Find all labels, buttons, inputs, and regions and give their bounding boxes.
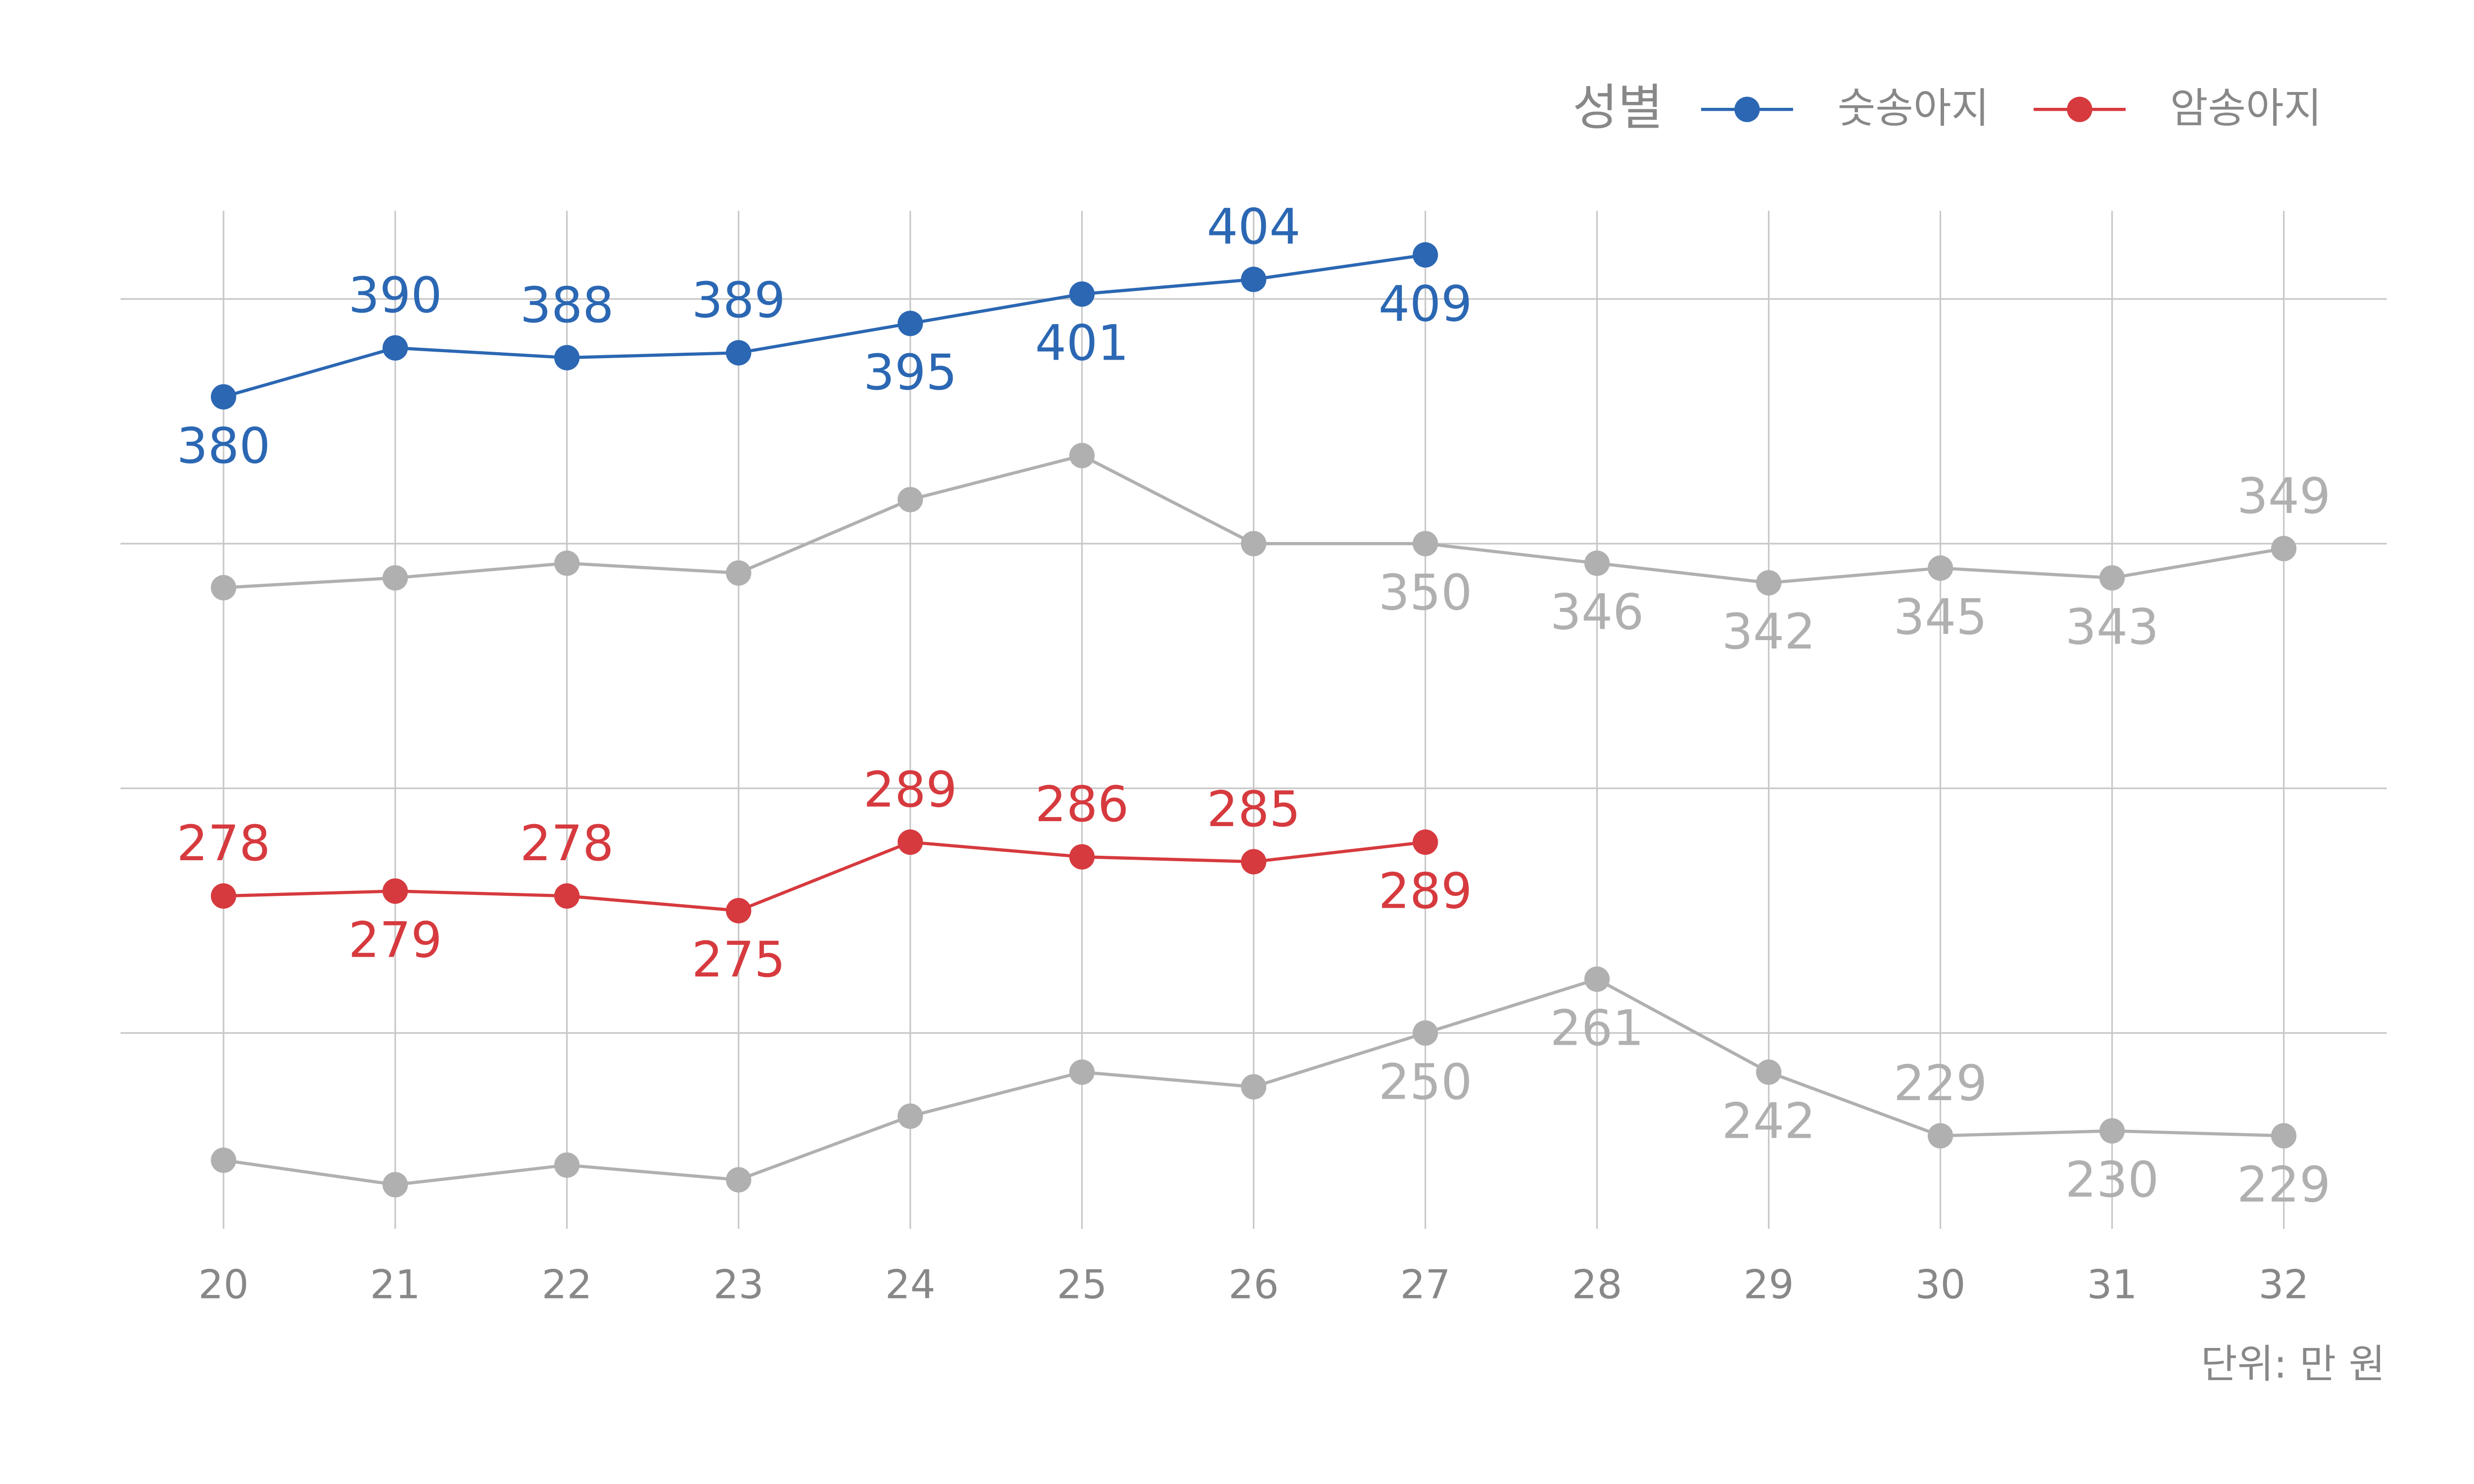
data-point xyxy=(554,883,580,909)
data-label: 279 xyxy=(348,912,442,969)
x-tick-label: 26 xyxy=(1229,1262,1279,1308)
x-tick-label: 28 xyxy=(1572,1262,1622,1308)
x-tick-label: 21 xyxy=(370,1262,421,1308)
data-point xyxy=(1241,267,1267,292)
data-point xyxy=(2271,1123,2297,1149)
data-point xyxy=(1069,1059,1095,1085)
data-label: 409 xyxy=(1379,276,1473,332)
data-point xyxy=(554,1152,580,1178)
data-label: 342 xyxy=(1722,603,1816,660)
data-label: 242 xyxy=(1722,1093,1816,1150)
data-label: 289 xyxy=(863,761,957,818)
data-point xyxy=(1241,849,1267,875)
data-point xyxy=(554,345,580,371)
data-point xyxy=(1756,570,1782,596)
data-point xyxy=(726,1167,752,1193)
legend-title: 성별 xyxy=(1572,80,1663,137)
data-label: 343 xyxy=(2065,599,2159,655)
data-point xyxy=(898,1103,923,1129)
data-point xyxy=(211,883,237,909)
data-point xyxy=(1069,844,1095,870)
caption: 단위: 만 원 xyxy=(2201,1341,2385,1387)
data-label: 229 xyxy=(2237,1157,2331,1213)
x-tick-label: 32 xyxy=(2259,1262,2309,1308)
data-point xyxy=(2099,1118,2125,1144)
data-label: 388 xyxy=(520,277,614,334)
data-point xyxy=(726,340,752,366)
data-point xyxy=(1069,281,1095,307)
x-tick-label: 25 xyxy=(1057,1262,1107,1308)
data-point xyxy=(898,487,923,512)
data-point xyxy=(898,311,923,336)
data-point xyxy=(1927,1123,1953,1149)
data-label: 390 xyxy=(348,267,442,324)
data-label: 401 xyxy=(1035,315,1129,372)
data-label: 278 xyxy=(520,815,614,872)
x-tick-label: 29 xyxy=(1744,1262,1794,1308)
data-label: 389 xyxy=(692,272,786,329)
x-tick-label: 30 xyxy=(1915,1262,1966,1308)
data-point xyxy=(382,1172,408,1198)
legend-label: 숫송아지 xyxy=(1838,84,1990,132)
data-point xyxy=(2099,565,2125,591)
data-point xyxy=(1412,1020,1438,1046)
data-point xyxy=(726,898,752,924)
data-label: 285 xyxy=(1207,781,1301,838)
data-point xyxy=(1412,531,1438,556)
data-label: 278 xyxy=(177,815,271,872)
data-label: 230 xyxy=(2065,1152,2159,1208)
data-label: 395 xyxy=(863,344,957,401)
data-point xyxy=(1412,242,1438,268)
data-label: 289 xyxy=(1379,863,1473,920)
data-point xyxy=(382,878,408,904)
data-point xyxy=(211,384,237,410)
data-point xyxy=(1241,531,1267,556)
data-point xyxy=(1241,1074,1267,1100)
data-point xyxy=(1069,443,1095,468)
data-label: 229 xyxy=(1894,1055,1988,1112)
data-point xyxy=(382,335,408,361)
x-tick-label: 27 xyxy=(1400,1262,1451,1308)
x-tick-label: 23 xyxy=(714,1262,764,1308)
data-point xyxy=(1584,966,1610,992)
data-label: 345 xyxy=(1894,589,1988,646)
data-label: 380 xyxy=(177,417,271,474)
x-tick-label: 22 xyxy=(542,1262,592,1308)
x-tick-label: 24 xyxy=(885,1262,936,1308)
data-point xyxy=(2271,536,2297,561)
legend-swatch-marker xyxy=(2067,96,2093,122)
legend-label: 암송아지 xyxy=(2170,84,2322,132)
data-point xyxy=(898,829,923,855)
data-point xyxy=(211,1147,237,1173)
data-point xyxy=(211,575,237,601)
series-line xyxy=(223,840,1426,913)
data-label: 286 xyxy=(1035,776,1129,833)
x-tick-label: 20 xyxy=(198,1262,249,1308)
data-point xyxy=(554,550,580,576)
data-point xyxy=(1756,1059,1782,1085)
data-label: 275 xyxy=(692,931,786,988)
data-point xyxy=(1927,555,1953,581)
x-tick-label: 31 xyxy=(2087,1262,2138,1308)
data-point xyxy=(726,560,752,586)
data-point xyxy=(382,565,408,591)
data-point xyxy=(1412,829,1438,855)
legend-swatch-marker xyxy=(1734,96,1760,122)
series-line xyxy=(223,253,1426,399)
data-label: 404 xyxy=(1207,199,1301,256)
data-label: 346 xyxy=(1550,584,1644,641)
data-point xyxy=(1584,550,1610,576)
data-label: 261 xyxy=(1550,1000,1644,1057)
data-label: 350 xyxy=(1379,564,1473,621)
data-label: 349 xyxy=(2237,468,2331,525)
data-label: 250 xyxy=(1379,1054,1473,1111)
